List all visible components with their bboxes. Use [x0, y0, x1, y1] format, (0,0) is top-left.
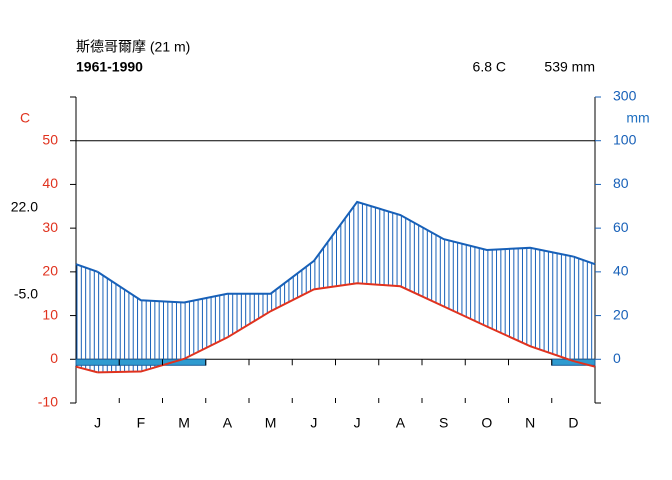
x-tick-label: J	[310, 415, 317, 431]
x-tick-label: D	[568, 415, 578, 431]
y2-tick-label: 20	[613, 306, 629, 322]
y-axis-label: C	[20, 110, 30, 126]
y2-tick-label: 0	[613, 350, 621, 366]
extreme-max: 22.0	[11, 199, 38, 215]
y2-tick-label: 80	[613, 175, 629, 191]
y-tick-label: 0	[50, 350, 58, 366]
annual-precip: 539 mm	[544, 59, 595, 75]
precip-line	[97, 200, 574, 304]
period: 1961-1990	[76, 59, 143, 75]
line-wrap	[573, 255, 596, 266]
x-tick-label: F	[137, 415, 146, 431]
x-tick-label: M	[265, 415, 277, 431]
chart-title: 斯德哥爾摩 (21 m)	[76, 39, 190, 55]
x-tick-label: O	[481, 415, 492, 431]
y-tick-label: 40	[42, 175, 58, 191]
line-wrap	[75, 263, 98, 273]
x-tick-label: A	[223, 415, 233, 431]
line-wrap	[573, 360, 596, 368]
y2-tick-label: 60	[613, 219, 629, 235]
x-tick-label: N	[525, 415, 535, 431]
x-tick-label: M	[178, 415, 190, 431]
x-tick-label: A	[396, 415, 406, 431]
y-tick-label: 50	[42, 131, 58, 147]
extreme-min: -5.0	[14, 286, 38, 302]
line-wrap	[75, 365, 98, 374]
temp-line	[97, 282, 574, 374]
frost-bar	[118, 358, 163, 366]
mean-temp: 6.8 C	[473, 59, 506, 75]
y-tick-label: 30	[42, 219, 58, 235]
y-tick-label: 10	[42, 306, 58, 322]
frost-bar	[75, 358, 120, 366]
x-tick-label: S	[439, 415, 448, 431]
y-tick-label: -10	[38, 394, 58, 410]
y-tick-label: 20	[42, 263, 58, 279]
y2-axis-label: mm	[626, 110, 649, 126]
x-tick-label: J	[94, 415, 101, 431]
y2-tick-label: 300	[613, 88, 637, 104]
y2-tick-label: 100	[613, 131, 637, 147]
x-tick-label: J	[354, 415, 361, 431]
y2-tick-label: 40	[613, 263, 629, 279]
